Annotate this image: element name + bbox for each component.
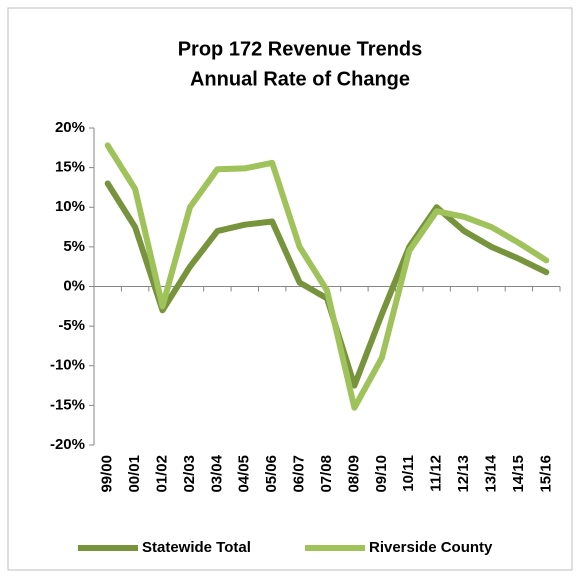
x-tick-label: 03/04 [208,454,225,492]
x-tick-label: 09/10 [373,455,390,493]
y-tick-label: -15% [50,396,85,413]
x-tick-label: 07/08 [318,455,335,493]
x-tick-label: 15/16 [537,455,554,493]
x-tick-label: 04/05 [236,455,253,493]
y-tick-label: -5% [58,317,85,334]
x-tick-label: 02/03 [181,455,198,493]
y-tick-label: 15% [55,159,85,176]
y-tick-label: -20% [50,436,85,453]
x-tick-label: 14/15 [510,455,527,493]
x-tick-label: 08/09 [345,455,362,493]
legend-label: Statewide Total [142,539,251,556]
y-tick-label: -10% [50,357,85,374]
legend-label: Riverside County [369,539,493,556]
x-tick-label: 12/13 [455,455,472,493]
chart-title: Prop 172 Revenue Trends [178,38,423,60]
y-tick-label: 20% [55,119,85,136]
series-line [104,142,550,411]
y-tick-label: 10% [55,198,85,215]
x-tick-label: 06/07 [291,455,308,493]
x-tick-label: 05/06 [263,455,280,493]
x-tick-label: 00/01 [126,455,143,493]
x-tick-label: 99/00 [99,455,116,493]
x-tick-label: 11/12 [428,455,445,492]
y-tick-label: 0% [63,277,85,294]
x-tick-label: 10/11 [400,455,417,492]
x-tick-label: 13/14 [482,454,499,492]
x-tick-label: 01/02 [153,455,170,493]
y-tick-label: 5% [63,238,85,255]
chart-title: Annual Rate of Change [190,68,410,90]
